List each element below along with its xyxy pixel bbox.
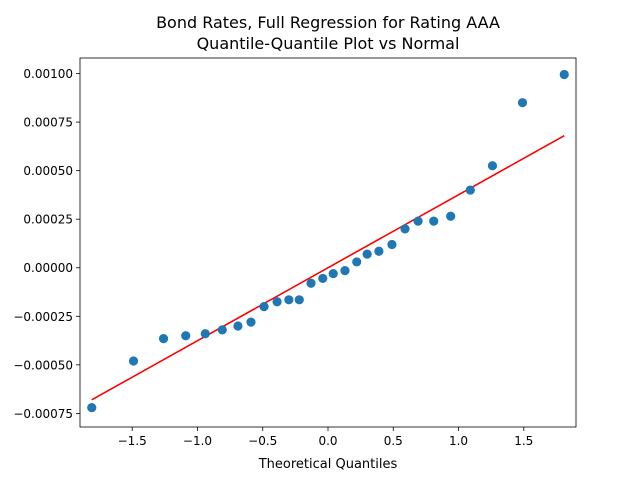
data-point [374,246,384,256]
x-tick-label: 1.0 [449,434,468,448]
data-point [158,334,169,344]
y-tick-label: −0.00075 [13,407,73,421]
x-axis-ticks: −1.5 −1.0 −0.5 0.0 0.5 1.0 1.5 [118,427,533,448]
y-axis-ticks: −0.00075 −0.00050 −0.00025 0.00000 0.00025 0.… [13,67,80,421]
data-point [217,325,227,335]
y-tick-label: −0.00025 [13,310,73,324]
data-point [429,216,439,226]
data-point [413,216,423,226]
chart-title: Bond Rates, Full Regression for Rating A… [156,13,500,32]
x-tick-label: −1.5 [118,434,147,448]
data-point [233,321,243,331]
data-point [446,211,456,221]
data-point [318,273,328,284]
data-point [272,297,282,307]
data-point [306,278,316,288]
data-point [465,185,475,195]
chart-subtitle: Quantile-Quantile Plot vs Normal [197,34,460,53]
y-tick-label: 0.00075 [23,116,73,130]
data-point [294,295,304,305]
x-tick-label: 0.5 [384,434,403,448]
data-point [400,224,410,234]
x-tick-label: 0.0 [318,434,337,448]
reference-line [91,134,565,401]
x-tick-label: −0.5 [248,434,277,448]
data-point [387,239,397,250]
y-tick-label: 0.00100 [23,67,73,81]
data-point [487,161,498,171]
y-tick-label: −0.00050 [13,358,73,372]
data-point [128,356,139,366]
data-point [352,257,362,267]
data-point [259,301,269,312]
data-point [246,317,256,327]
data-point [181,331,191,341]
data-point [340,266,350,276]
x-tick-label: 1.5 [514,434,533,448]
data-point [362,249,372,259]
data-point [559,69,569,80]
data-point [87,402,97,413]
y-tick-label: 0.00000 [23,261,73,275]
y-tick-label: 0.00025 [23,213,73,227]
data-point [517,98,528,108]
data-point [284,295,294,305]
x-axis-label: Theoretical Quantiles [258,457,398,472]
axes-frame [79,57,577,428]
y-tick-label: 0.00050 [23,164,73,178]
reference-line-layer [91,134,565,401]
data-point [200,329,210,339]
data-points-layer [87,69,569,413]
data-point [328,268,338,279]
x-tick-label: −1.0 [183,434,212,448]
